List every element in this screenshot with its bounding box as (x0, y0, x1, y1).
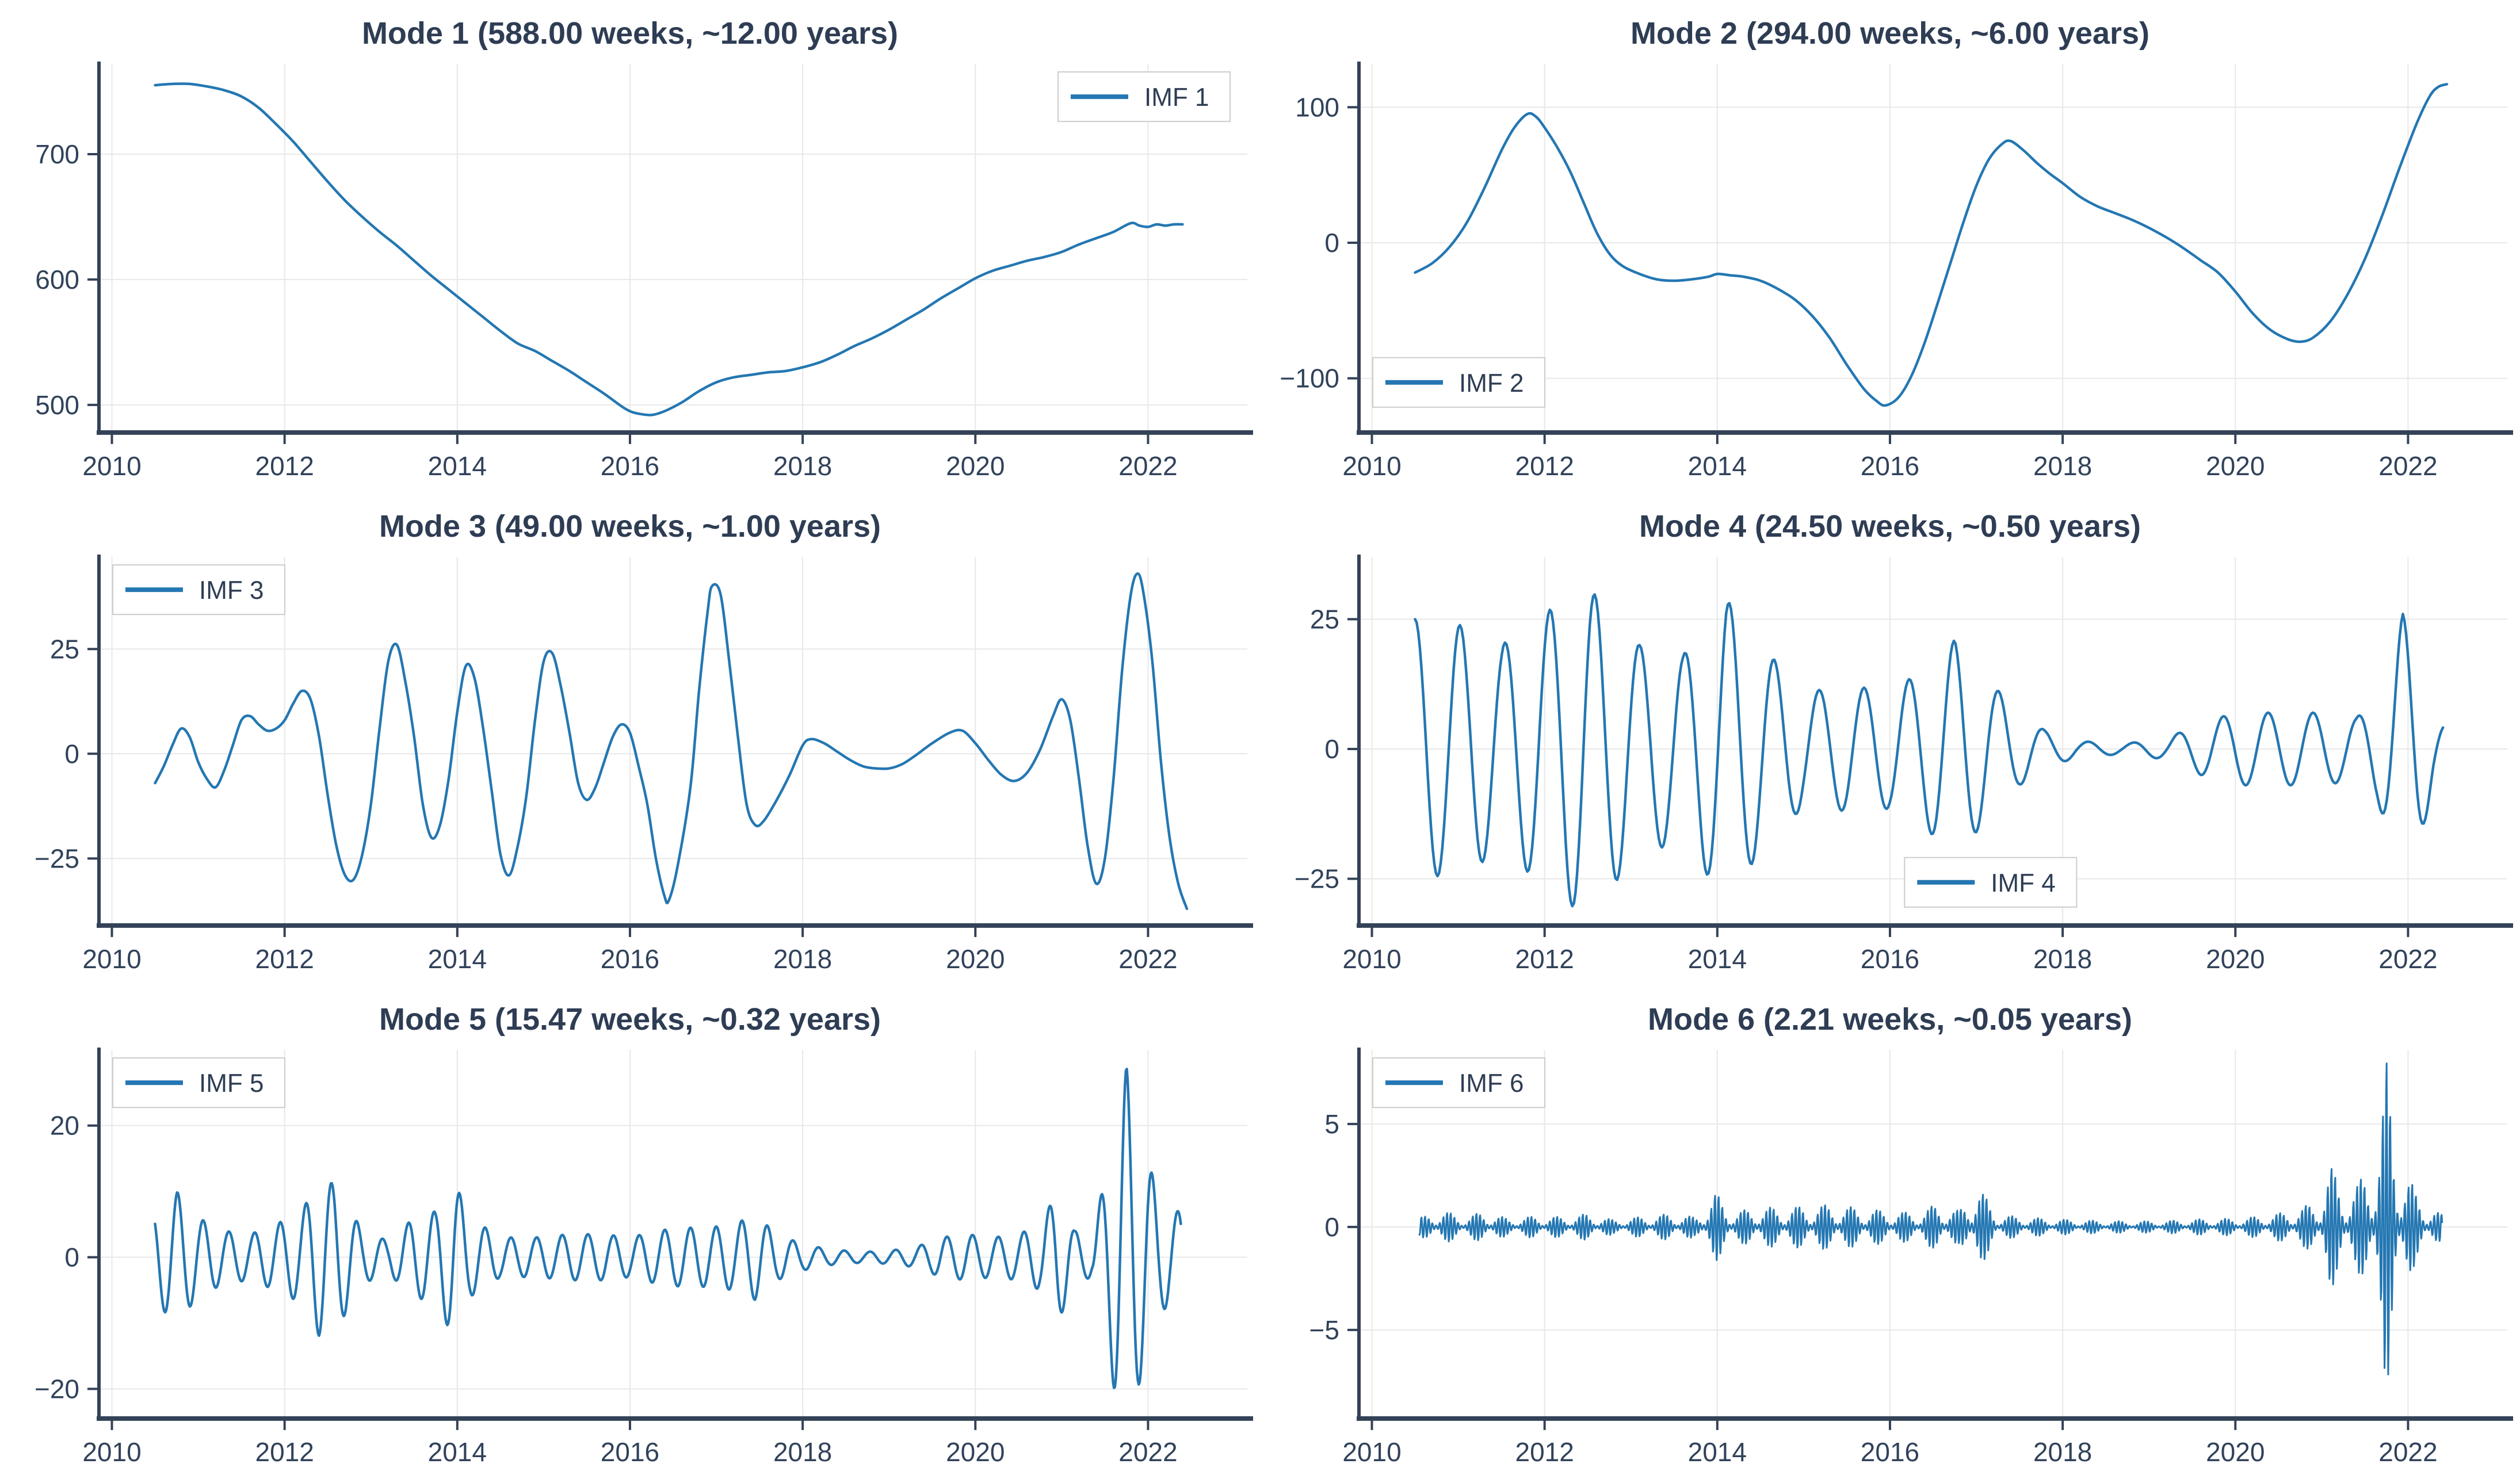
y-tick-label: 0 (64, 739, 79, 769)
legend-label: IMF 4 (1991, 869, 2055, 897)
chart-title-mode-3: Mode 3 (49.00 weeks, ~1.00 years) (379, 509, 881, 544)
x-tick-label: 2010 (82, 1437, 141, 1467)
mode-6-chart: 2010 2012 2014 2016 2018 2020 2022 −5 0 5 IMF 6 (1309, 1048, 2513, 1467)
legend: IMF 2 (1372, 357, 1545, 408)
x-tick-label: 2016 (601, 944, 659, 974)
x-tick-label: 2014 (1688, 1437, 1747, 1467)
y-tick-label: 0 (1324, 734, 1339, 764)
x-tick-label: 2018 (2033, 1437, 2092, 1467)
y-tick-label: −25 (35, 843, 79, 873)
series-line-imf-2 (1414, 83, 2449, 407)
legend: IMF 5 (112, 1057, 285, 1109)
x-tick-label: 2016 (1861, 944, 1919, 974)
y-tick-label: 600 (35, 265, 79, 295)
mode-3-chart: 2010 2012 2014 2016 2018 2020 2022 −25 0 25 IMF 3 (35, 555, 1253, 974)
series-line-imf-5 (154, 1068, 1182, 1389)
x-tick-label: 2016 (1861, 1437, 1919, 1467)
x-tick-label: 2020 (2206, 451, 2265, 481)
y-tick-label: 0 (1324, 228, 1339, 258)
series-line-imf-3 (154, 572, 1189, 910)
y-tick-label: 500 (35, 390, 79, 420)
panel-mode-4: Mode 4 (24.50 weeks, ~0.50 years) 2010 20… (1260, 493, 2520, 986)
series-line-imf-1 (154, 82, 1184, 416)
panel-mode-6: Mode 6 (2.21 weeks, ~0.05 years) 2010 201… (1260, 986, 2520, 1479)
chart-title-mode-2: Mode 2 (294.00 weeks, ~6.00 years) (1630, 16, 2150, 51)
mode-5-chart: 2010 2012 2014 2016 2018 2020 2022 −20 0 20 IMF 5 (35, 1048, 1253, 1467)
x-tick-label: 2010 (82, 451, 141, 481)
x-tick-label: 2016 (601, 1437, 659, 1467)
x-tick-label: 2020 (946, 451, 1005, 481)
y-tick-label: −100 (1280, 364, 1339, 393)
y-tick-label: 100 (1295, 92, 1339, 122)
legend: IMF 1 (1057, 71, 1231, 123)
mode-1-chart: 2010 2012 2014 2016 2018 2020 2022 500 600 700 IMF… (35, 62, 1253, 481)
x-tick-label: 2018 (773, 1437, 832, 1467)
legend-label: IMF 6 (1459, 1069, 1524, 1098)
x-tick-label: 2010 (1342, 944, 1401, 974)
x-tick-label: 2016 (1861, 451, 1919, 481)
x-tick-label: 2020 (2206, 944, 2265, 974)
legend-label: IMF 1 (1144, 83, 1209, 112)
x-tick-label: 2022 (1118, 944, 1177, 974)
panel-mode-2: Mode 2 (294.00 weeks, ~6.00 years) 2010 2… (1260, 0, 2520, 493)
panel-mode-5: Mode 5 (15.47 weeks, ~0.32 years) 2010 20… (0, 986, 1260, 1479)
series-line-imf-4 (1414, 593, 2445, 908)
x-tick-label: 2022 (2378, 451, 2437, 481)
y-tick-label: −25 (1295, 864, 1339, 894)
y-tick-label: 25 (50, 634, 79, 664)
x-tick-label: 2010 (1342, 1437, 1401, 1467)
y-tick-label: −5 (1309, 1315, 1339, 1345)
legend-label: IMF 3 (199, 576, 264, 605)
x-tick-label: 2014 (428, 1437, 487, 1467)
x-tick-label: 2014 (428, 944, 487, 974)
y-tick-label: 5 (1324, 1109, 1339, 1139)
legend-label: IMF 5 (199, 1069, 264, 1098)
y-tick-label: 25 (1310, 604, 1339, 634)
y-tick-label: 700 (35, 139, 79, 169)
x-tick-label: 2010 (1342, 451, 1401, 481)
x-tick-label: 2018 (773, 944, 832, 974)
legend-label: IMF 2 (1459, 369, 1524, 398)
x-tick-label: 2022 (2378, 944, 2437, 974)
x-tick-label: 2018 (2033, 944, 2092, 974)
series-line-imf-6 (1418, 1062, 2443, 1375)
x-tick-label: 2020 (2206, 1437, 2265, 1467)
mode-2-chart: 2010 2012 2014 2016 2018 2020 2022 −100 0 100 IMF … (1280, 62, 2513, 481)
x-tick-label: 2020 (946, 944, 1005, 974)
legend: IMF 4 (1904, 857, 2078, 908)
panel-mode-1: Mode 1 (588.00 weeks, ~12.00 years) 2010… (0, 0, 1260, 493)
x-tick-label: 2020 (946, 1437, 1005, 1467)
chart-title-mode-1: Mode 1 (588.00 weeks, ~12.00 years) (361, 16, 899, 51)
y-tick-label: 20 (50, 1111, 79, 1141)
x-tick-label: 2014 (428, 451, 487, 481)
x-tick-label: 2012 (255, 944, 314, 974)
legend: IMF 6 (1372, 1057, 1545, 1109)
x-tick-label: 2012 (255, 451, 314, 481)
x-tick-label: 2014 (1688, 944, 1747, 974)
x-tick-label: 2018 (773, 451, 832, 481)
x-tick-label: 2010 (82, 944, 141, 974)
x-tick-label: 2022 (2378, 1437, 2437, 1467)
y-tick-label: 0 (1324, 1212, 1339, 1242)
x-tick-label: 2016 (601, 451, 659, 481)
y-tick-label: 0 (64, 1242, 79, 1272)
panel-mode-3: Mode 3 (49.00 weeks, ~1.00 years) 2010 20… (0, 493, 1260, 986)
x-tick-label: 2012 (255, 1437, 314, 1467)
x-tick-label: 2012 (1515, 1437, 1574, 1467)
y-tick-label: −20 (35, 1374, 79, 1404)
chart-title-mode-4: Mode 4 (24.50 weeks, ~0.50 years) (1639, 509, 2141, 544)
x-tick-label: 2022 (1118, 1437, 1177, 1467)
x-tick-label: 2012 (1515, 451, 1574, 481)
x-tick-label: 2018 (2033, 451, 2092, 481)
mode-4-chart: 2010 2012 2014 2016 2018 2020 2022 −25 0 25 IMF 4 (1295, 555, 2513, 974)
x-tick-label: 2014 (1688, 451, 1747, 481)
x-tick-label: 2022 (1118, 451, 1177, 481)
chart-title-mode-5: Mode 5 (15.47 weeks, ~0.32 years) (379, 1002, 881, 1037)
chart-title-mode-6: Mode 6 (2.21 weeks, ~0.05 years) (1647, 1002, 2132, 1037)
legend: IMF 3 (112, 564, 285, 616)
x-tick-label: 2012 (1515, 944, 1574, 974)
